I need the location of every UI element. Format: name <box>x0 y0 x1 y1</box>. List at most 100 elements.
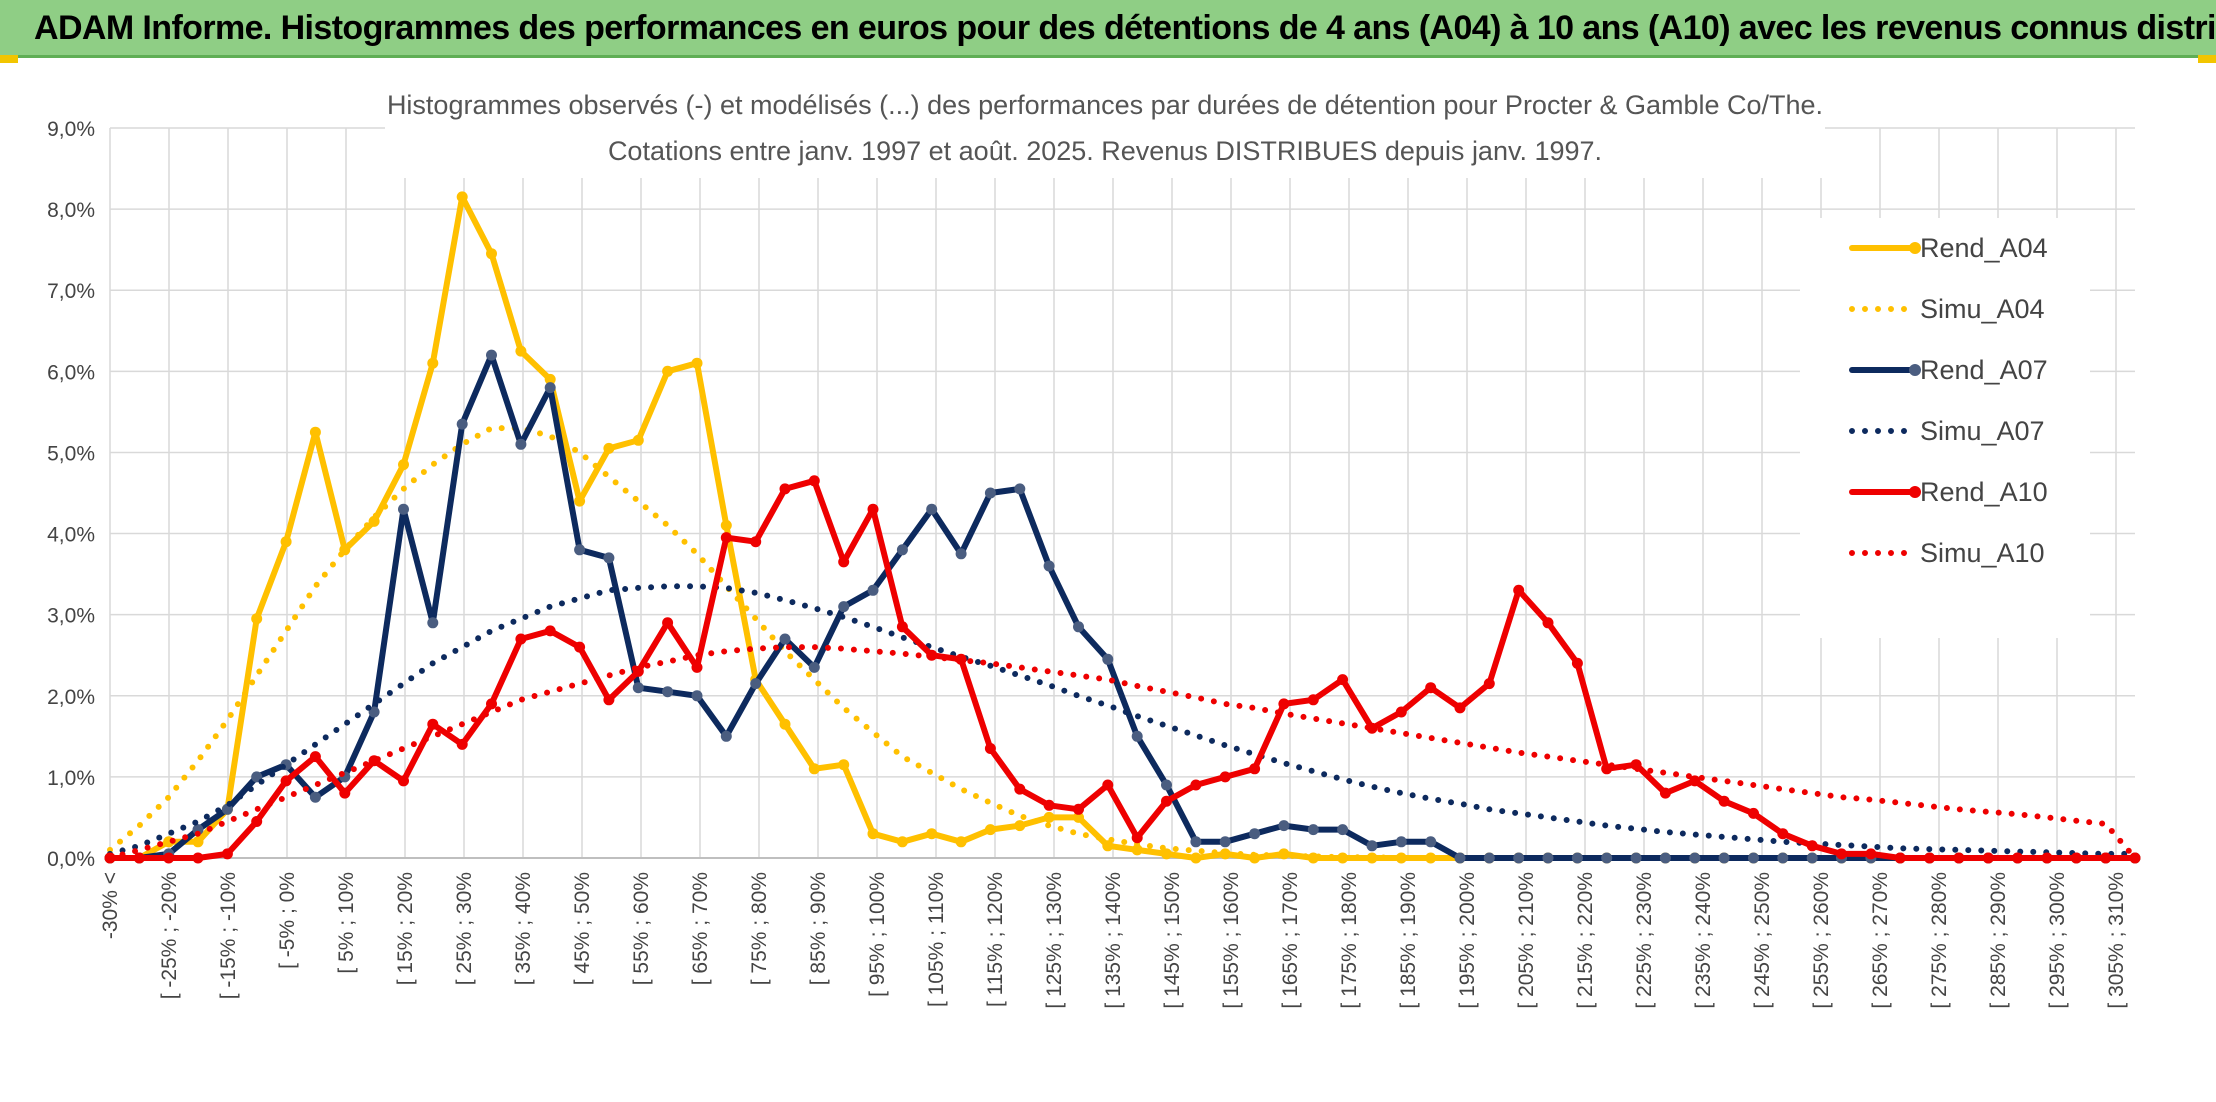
data-point-rend-a10 <box>309 751 321 763</box>
y-tick-label: 6,0% <box>47 361 95 384</box>
data-point-rend-a10 <box>133 852 145 864</box>
data-point-rend-a10 <box>779 483 791 495</box>
data-point-rend-a07 <box>1366 840 1378 852</box>
data-point-rend-a04 <box>1131 844 1143 856</box>
data-point-rend-a04 <box>984 824 996 836</box>
data-point-rend-a04 <box>192 836 204 848</box>
data-point-rend-a04 <box>632 434 644 446</box>
legend-label-simu-a10: Simu_A10 <box>1920 538 2045 568</box>
data-point-rend-a10 <box>1102 779 1114 791</box>
legend-marker-rend-a04 <box>1909 242 1921 254</box>
data-point-rend-a04 <box>486 248 497 260</box>
data-point-rend-a10 <box>2129 852 2141 864</box>
y-tick-label: 9,0% <box>47 118 95 141</box>
data-point-rend-a10 <box>1542 617 1554 629</box>
y-tick-label: 1,0% <box>47 767 95 790</box>
series-line-simu-a10 <box>107 644 2138 861</box>
x-tick-label: [ -25% ; -20% <box>158 872 181 999</box>
data-point-rend-a10 <box>1043 799 1055 811</box>
data-point-rend-a07 <box>603 552 615 564</box>
data-point-rend-a04 <box>896 836 908 848</box>
data-point-rend-a07 <box>309 791 321 803</box>
data-point-rend-a04 <box>368 515 380 527</box>
x-tick-label: [ 255% ; 260% <box>1810 872 1833 1009</box>
data-point-rend-a10 <box>486 698 497 710</box>
series-line-rend-a07 <box>107 352 2138 861</box>
data-point-rend-a10 <box>1513 584 1525 596</box>
data-point-rend-a04 <box>1190 852 1202 864</box>
data-point-rend-a04 <box>720 519 732 531</box>
data-point-rend-a07 <box>1425 836 1437 848</box>
x-tick-label: [ 235% ; 240% <box>1692 872 1715 1009</box>
report-banner: ADAM Informe. Histogrammes des performan… <box>0 0 2216 58</box>
data-point-rend-a10 <box>251 816 263 827</box>
data-point-rend-a04 <box>427 357 439 369</box>
data-point-rend-a07 <box>1513 852 1525 864</box>
x-tick-label: [ 245% ; 250% <box>1751 872 1774 1009</box>
x-tick-label: -30% < <box>99 872 122 939</box>
x-tick-label: [ -5% ; 0% <box>276 872 299 969</box>
data-point-rend-a07 <box>1161 779 1172 791</box>
x-tick-label: [ 115% ; 120% <box>984 872 1007 1007</box>
data-point-rend-a04 <box>574 495 586 507</box>
y-tick-label: 7,0% <box>47 280 95 303</box>
data-point-rend-a04 <box>280 536 292 548</box>
data-point-rend-a07 <box>1190 836 1202 848</box>
data-point-rend-a07 <box>486 349 497 361</box>
data-point-rend-a10 <box>2012 852 2024 864</box>
y-tick-label: 5,0% <box>47 442 95 465</box>
data-point-rend-a07 <box>398 503 409 515</box>
title-background <box>385 82 1825 178</box>
data-point-rend-a10 <box>339 787 351 799</box>
data-point-rend-a10 <box>398 775 409 787</box>
data-point-rend-a10 <box>1748 807 1759 819</box>
data-point-rend-a07 <box>1337 824 1349 836</box>
data-point-rend-a10 <box>1924 852 1936 864</box>
data-point-rend-a10 <box>1659 787 1671 799</box>
x-tick-label: [ 95% ; 100% <box>866 872 889 997</box>
data-point-rend-a07 <box>867 584 879 596</box>
legend-background <box>1800 218 2090 638</box>
histogram-chart: 0,0% 1,0% 2,0% 3,0% 4,0% 5,0% 6,0% 7,0% 8,0% 9,0%… <box>47 82 2141 1009</box>
y-tick-label: 4,0% <box>47 524 95 547</box>
data-point-rend-a04 <box>1073 811 1084 823</box>
data-point-rend-a10 <box>1953 852 1965 864</box>
x-tick-label: [ 295% ; 300% <box>2046 872 2069 1009</box>
data-point-rend-a07 <box>1806 852 1818 864</box>
data-point-rend-a07 <box>1630 852 1642 864</box>
data-point-rend-a07 <box>750 678 762 690</box>
x-tick-label: [ -15% ; -10% <box>217 872 240 999</box>
data-point-rend-a10 <box>2070 852 2082 864</box>
chart-series <box>104 191 2141 864</box>
data-point-rend-a10 <box>1718 795 1730 807</box>
data-point-rend-a10 <box>662 617 674 629</box>
data-point-rend-a04 <box>1425 852 1437 864</box>
data-point-rend-a04 <box>926 828 938 840</box>
x-tick-label: [ 85% ; 90% <box>807 872 830 985</box>
data-point-rend-a07 <box>1014 483 1026 495</box>
data-point-rend-a07 <box>574 544 586 556</box>
data-point-rend-a10 <box>691 661 703 673</box>
data-point-rend-a10 <box>1161 795 1172 807</box>
x-tick-label: [ 165% ; 170% <box>1279 872 1302 1009</box>
data-point-rend-a07 <box>368 706 380 718</box>
data-point-rend-a07 <box>1718 852 1730 864</box>
data-point-rend-a07 <box>838 601 850 613</box>
x-tick-label: [ 185% ; 190% <box>1397 872 1420 1009</box>
data-point-rend-a07 <box>1073 621 1084 633</box>
x-tick-label: [ 305% ; 310% <box>2105 872 2128 1009</box>
x-tick-label: [ 75% ; 80% <box>748 872 771 985</box>
data-point-rend-a04 <box>515 345 527 357</box>
data-point-rend-a10 <box>1425 682 1437 694</box>
data-point-rend-a10 <box>896 621 908 633</box>
y-tick-label: 3,0% <box>47 605 95 628</box>
data-point-rend-a10 <box>1278 698 1290 710</box>
x-tick-label: [ 65% ; 70% <box>689 872 712 985</box>
data-point-rend-a04 <box>456 191 468 203</box>
data-point-rend-a04 <box>1395 852 1407 864</box>
data-point-rend-a07 <box>662 686 674 698</box>
data-point-rend-a10 <box>1806 840 1818 852</box>
data-point-rend-a10 <box>221 848 233 860</box>
banner-accent-right <box>2198 55 2216 63</box>
data-point-rend-a04 <box>1014 820 1026 832</box>
